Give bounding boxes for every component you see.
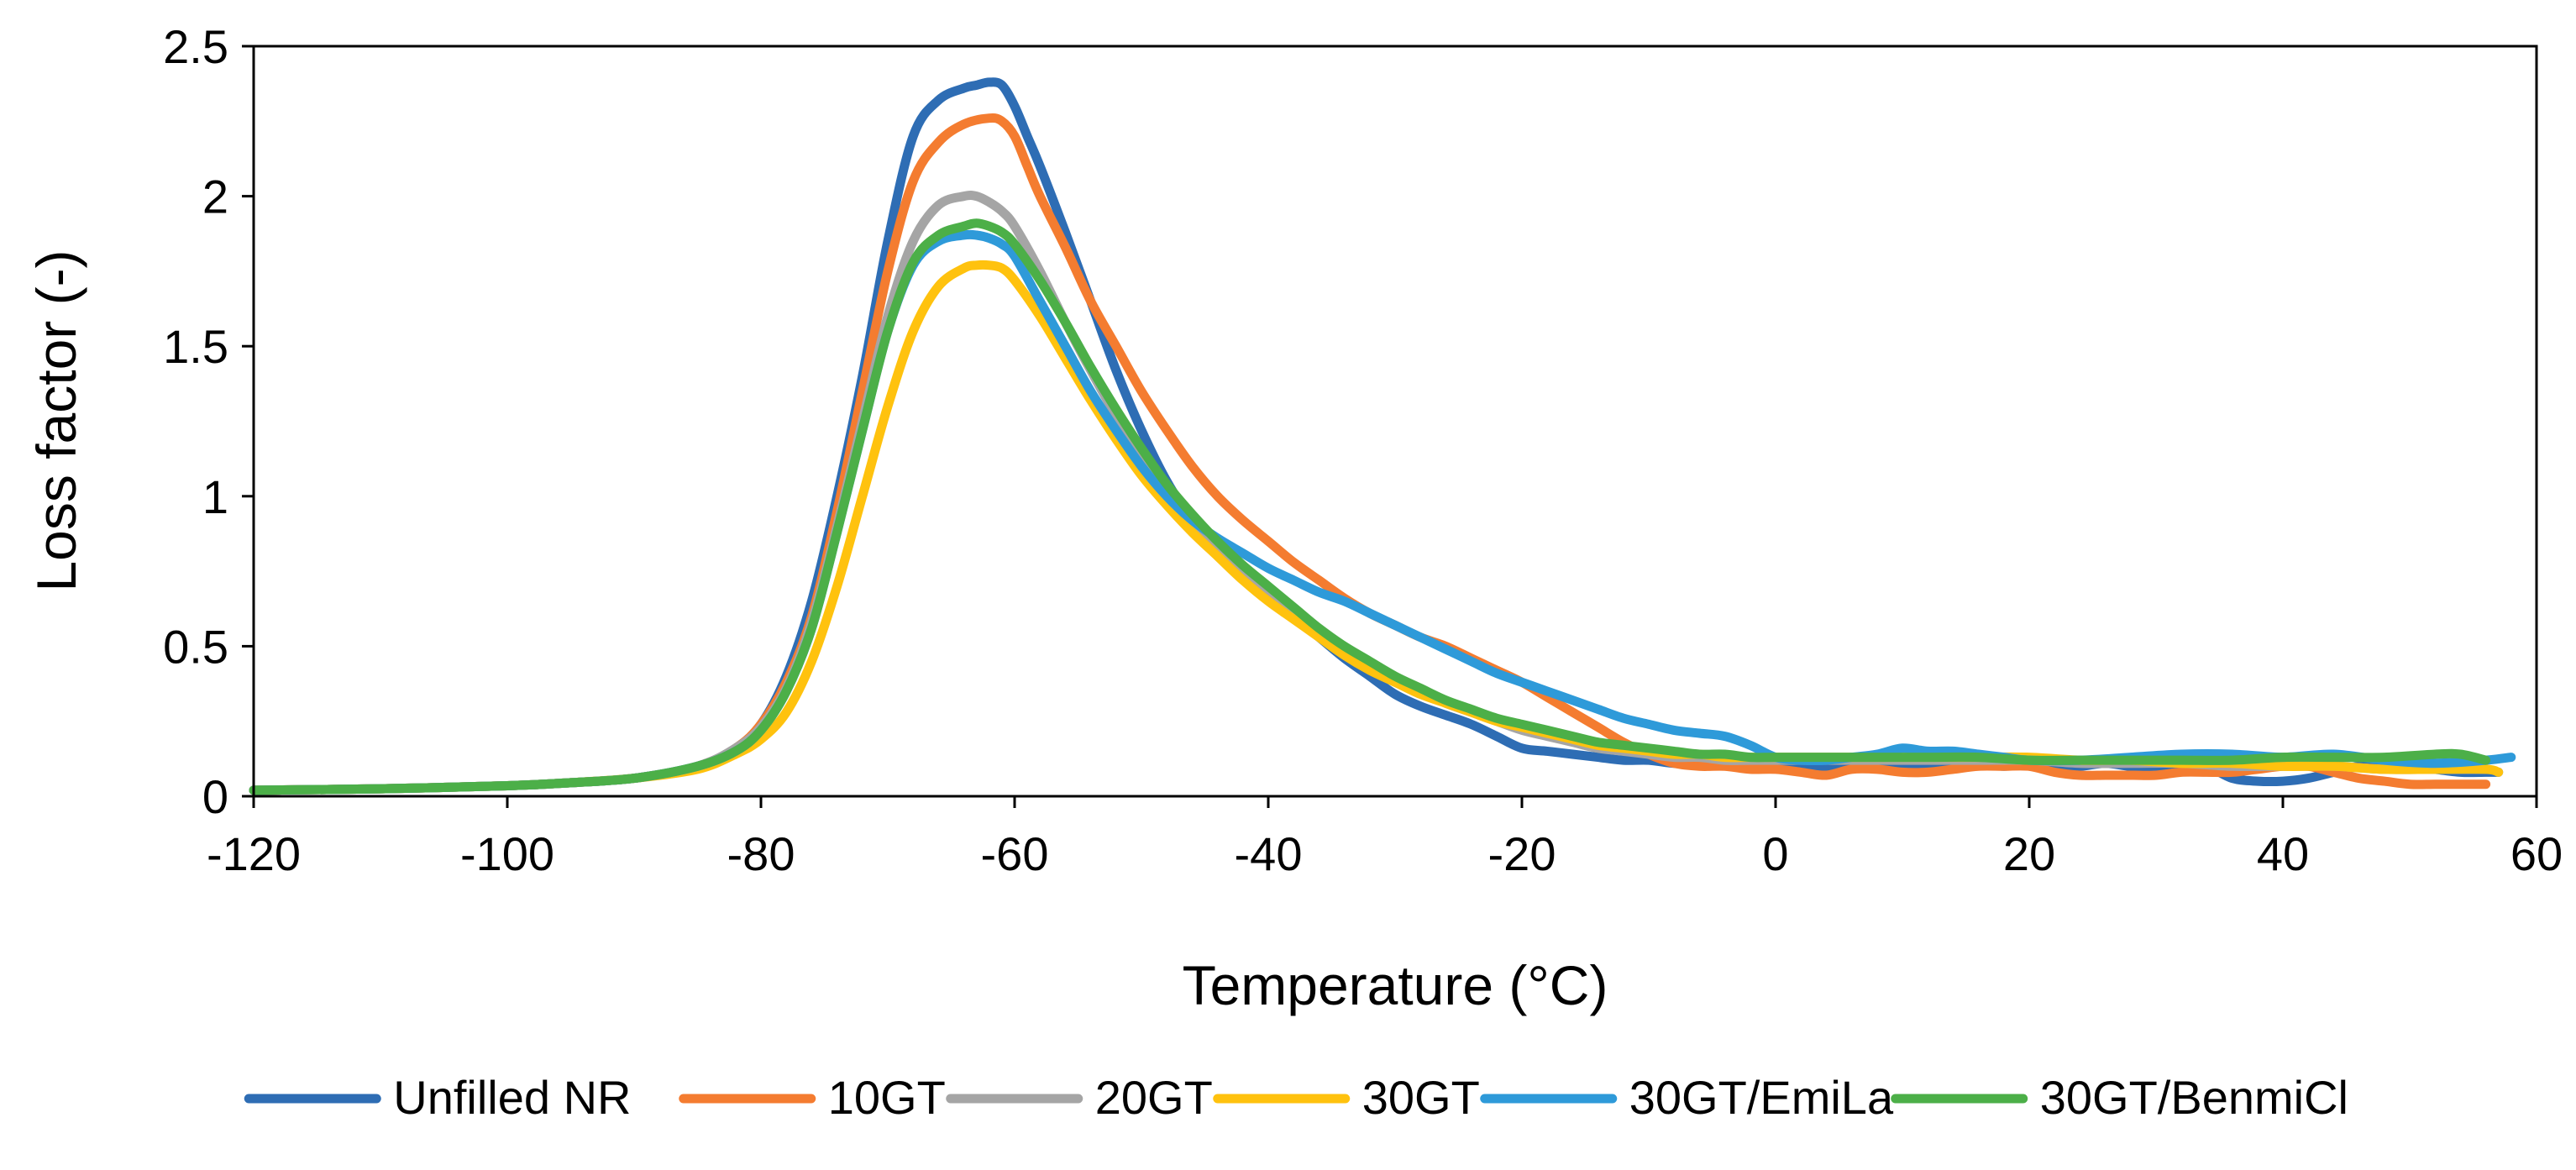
- legend: Unfilled NR 10GT 20GT 30GT 30GT/EmiLa 30GT/Be…: [244, 1071, 2348, 1124]
- x-tick-label: -120: [207, 827, 301, 880]
- x-tick-label: -20: [1488, 827, 1556, 880]
- x-axis-ticks: -120 -100 -80 -60 -40 -20 0 20 40 60: [207, 796, 2563, 880]
- legend-item: 30GT/BenmiCl: [1891, 1071, 2348, 1124]
- legend-item: 10GT: [679, 1071, 946, 1124]
- plot-area-border: [252, 45, 2538, 798]
- legend-label: 10GT: [828, 1071, 946, 1124]
- y-tick-label: 1.5: [163, 320, 228, 373]
- x-tick-label: 20: [2003, 827, 2055, 880]
- x-tick-label: -80: [727, 827, 795, 880]
- x-tick-label: -40: [1235, 827, 1303, 880]
- legend-item: 20GT: [946, 1071, 1213, 1124]
- legend-label: Unfilled NR: [393, 1071, 631, 1124]
- x-tick-label: -100: [460, 827, 554, 880]
- y-tick-label: 1: [202, 470, 228, 523]
- x-axis-title: Temperature (°C): [1183, 954, 1608, 1016]
- y-tick-label: 2: [202, 171, 228, 223]
- x-tick-label: 0: [1762, 827, 1788, 880]
- legend-label: 20GT: [1095, 1071, 1213, 1124]
- x-tick-label: -60: [981, 827, 1049, 880]
- legend-label: 30GT/BenmiCl: [2040, 1071, 2348, 1124]
- x-tick-label: 60: [2510, 827, 2563, 880]
- y-tick-label: 0: [202, 770, 228, 823]
- y-axis-title: Loss factor (-): [25, 249, 87, 591]
- legend-label: 30GT/EmiLa: [1629, 1071, 1894, 1124]
- y-tick-label: 0.5: [163, 620, 228, 673]
- series-line-6: [249, 218, 2491, 795]
- legend-item: 30GT/EmiLa: [1480, 1071, 1894, 1124]
- y-tick-label: 2.5: [163, 20, 228, 73]
- y-axis-ticks: 0 0.5 1 1.5 2 2.5: [163, 20, 254, 823]
- series-layer: [249, 77, 2516, 795]
- legend-label: 30GT: [1362, 1071, 1480, 1124]
- legend-item: 30GT: [1213, 1071, 1480, 1124]
- legend-item: Unfilled NR: [244, 1071, 631, 1124]
- x-tick-label: 40: [2257, 827, 2309, 880]
